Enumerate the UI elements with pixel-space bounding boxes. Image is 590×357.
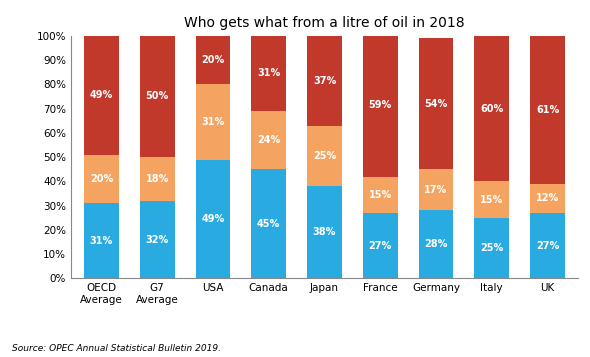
Bar: [307, 186, 342, 278]
Text: 31%: 31%: [201, 117, 225, 127]
Text: 18%: 18%: [146, 174, 169, 184]
Bar: [307, 126, 342, 186]
Bar: [419, 169, 453, 211]
Bar: [474, 218, 509, 278]
Title: Who gets what from a litre of oil in 2018: Who gets what from a litre of oil in 201…: [184, 16, 465, 30]
Bar: [140, 201, 175, 278]
Text: 27%: 27%: [369, 241, 392, 251]
Bar: [307, 36, 342, 126]
Bar: [363, 213, 398, 278]
Bar: [419, 38, 453, 169]
Bar: [251, 111, 286, 169]
Bar: [196, 160, 230, 278]
Bar: [140, 157, 175, 201]
Text: 60%: 60%: [480, 104, 503, 114]
Bar: [363, 176, 398, 213]
Bar: [363, 33, 398, 176]
Text: 28%: 28%: [424, 240, 448, 250]
Text: 20%: 20%: [90, 174, 113, 184]
Text: 12%: 12%: [536, 193, 559, 203]
Text: 49%: 49%: [201, 214, 225, 224]
Bar: [251, 169, 286, 278]
Text: 50%: 50%: [146, 91, 169, 101]
Bar: [530, 36, 565, 184]
Text: 49%: 49%: [90, 90, 113, 100]
Text: 59%: 59%: [369, 100, 392, 110]
Bar: [196, 36, 230, 84]
Text: 17%: 17%: [424, 185, 448, 195]
Text: 61%: 61%: [536, 105, 559, 115]
Text: 15%: 15%: [480, 195, 503, 205]
Bar: [474, 36, 509, 181]
Text: 38%: 38%: [313, 227, 336, 237]
Bar: [84, 203, 119, 278]
Text: 27%: 27%: [536, 241, 559, 251]
Text: 37%: 37%: [313, 76, 336, 86]
Text: 45%: 45%: [257, 219, 280, 229]
Text: 31%: 31%: [90, 236, 113, 246]
Text: 31%: 31%: [257, 68, 280, 78]
Bar: [140, 36, 175, 157]
Text: 20%: 20%: [201, 55, 225, 65]
Bar: [84, 36, 119, 155]
Text: 15%: 15%: [369, 190, 392, 200]
Bar: [251, 36, 286, 111]
Bar: [530, 184, 565, 213]
Bar: [196, 84, 230, 160]
Text: 24%: 24%: [257, 135, 280, 145]
Text: 25%: 25%: [313, 151, 336, 161]
Text: Source: OPEC Annual Statistical Bulletin 2019.: Source: OPEC Annual Statistical Bulletin…: [12, 345, 221, 353]
Bar: [84, 155, 119, 203]
Bar: [530, 213, 565, 278]
Bar: [419, 211, 453, 278]
Text: 25%: 25%: [480, 243, 503, 253]
Bar: [474, 181, 509, 218]
Text: 32%: 32%: [146, 235, 169, 245]
Text: 54%: 54%: [424, 99, 448, 109]
